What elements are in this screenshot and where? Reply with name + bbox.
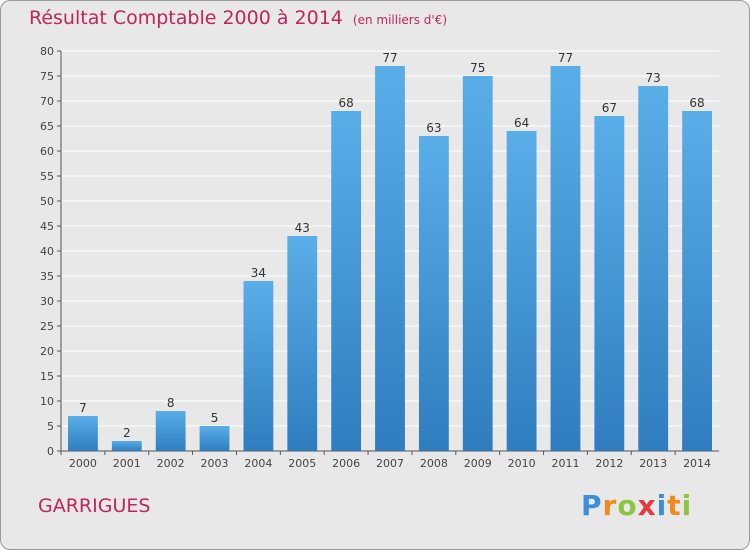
bar [331, 111, 362, 451]
bar [594, 116, 625, 451]
y-tick-label: 10 [40, 395, 54, 408]
data-labels: 7 2 8 5 34 43 68 77 63 75 64 77 67 73 68 [79, 51, 705, 440]
y-tick-label: 50 [40, 195, 54, 208]
chart-subtitle: (en milliers d'€) [352, 13, 448, 27]
bar [638, 86, 669, 451]
x-tick-label: 2014 [683, 457, 711, 470]
logo-letter: x [637, 489, 657, 522]
x-tick-label: 2007 [376, 457, 404, 470]
x-tick-label: 2008 [420, 457, 448, 470]
x-tick-label: 2004 [244, 457, 272, 470]
data-label: 63 [426, 121, 441, 135]
bar [243, 281, 274, 451]
data-label: 43 [295, 221, 310, 235]
data-label: 77 [558, 51, 573, 65]
y-tick-label: 80 [40, 45, 54, 58]
y-tick-label: 0 [47, 445, 54, 458]
bar [199, 426, 230, 451]
data-label: 7 [79, 401, 87, 415]
x-tick-label: 2011 [551, 457, 579, 470]
data-label: 8 [167, 396, 175, 410]
bar [462, 76, 493, 451]
bar [418, 136, 449, 451]
x-tick-label: 2005 [288, 457, 316, 470]
proxiti-logo[interactable]: Proxiti [581, 489, 692, 522]
data-label: 77 [382, 51, 397, 65]
data-label: 34 [251, 266, 266, 280]
x-tick-label: 2003 [201, 457, 229, 470]
y-tick-label: 20 [40, 345, 54, 358]
y-tick-label: 40 [40, 245, 54, 258]
x-tick-label: 2002 [157, 457, 185, 470]
data-label: 67 [602, 101, 617, 115]
logo-letter: t [667, 489, 682, 522]
y-tick-label: 35 [40, 270, 54, 283]
y-tick-label: 15 [40, 370, 54, 383]
x-tick-label: 2000 [69, 457, 97, 470]
y-tick-label: 30 [40, 295, 54, 308]
title-text: Résultat Comptable 2000 à 2014 [29, 7, 343, 29]
data-label: 5 [211, 411, 219, 425]
x-tick-label: 2012 [595, 457, 623, 470]
logo-letter: i [681, 489, 693, 522]
data-label: 68 [689, 96, 704, 110]
x-tick-label: 2013 [639, 457, 667, 470]
x-tick-label: 2010 [508, 457, 536, 470]
logo-letter: P [581, 489, 603, 522]
data-label: 73 [646, 71, 661, 85]
bar [682, 111, 712, 451]
bar [68, 416, 98, 451]
y-tick-label: 25 [40, 320, 54, 333]
y-tick-label: 55 [40, 170, 54, 183]
x-tick-label: 2006 [332, 457, 360, 470]
x-tick-label: 2001 [113, 457, 141, 470]
data-label: 2 [123, 426, 131, 440]
bar [287, 236, 318, 451]
logo-letter: i [656, 489, 668, 522]
town-name: GARRIGUES [38, 495, 151, 517]
y-tick-label: 65 [40, 120, 54, 133]
data-label: 64 [514, 116, 529, 130]
bar [550, 66, 581, 451]
data-label: 75 [470, 61, 485, 75]
y-tick-label: 70 [40, 95, 54, 108]
bar [375, 66, 405, 451]
bar [155, 411, 186, 451]
logo-letter: o [617, 489, 638, 522]
x-tick-label: 2009 [464, 457, 492, 470]
data-label: 68 [338, 96, 353, 110]
y-tick-label: 5 [47, 420, 54, 433]
bar [111, 441, 142, 451]
chart-title: Résultat Comptable 2000 à 2014 (en millie… [29, 7, 447, 29]
bars [68, 66, 712, 451]
y-tick-label: 45 [40, 220, 54, 233]
y-tick-label: 75 [40, 70, 54, 83]
y-tick-label: 60 [40, 145, 54, 158]
bar [506, 131, 537, 451]
logo-letter: r [602, 489, 618, 522]
